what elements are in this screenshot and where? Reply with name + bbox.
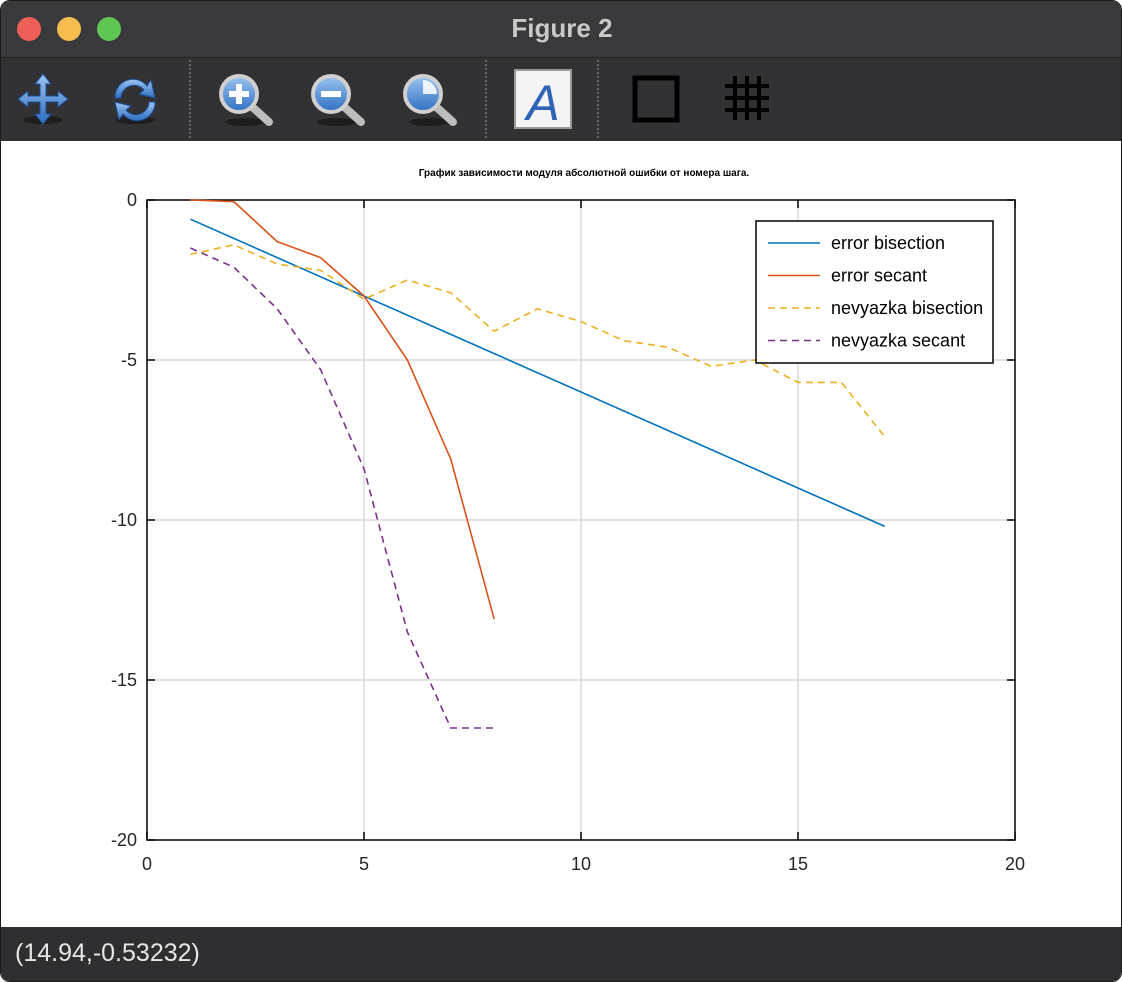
x-tick-label: 5	[359, 854, 369, 874]
x-tick-label: 20	[1005, 854, 1025, 874]
pan-button[interactable]	[11, 68, 75, 132]
cursor-coordinates: (14.94,-0.53232)	[15, 939, 200, 967]
series-line-error-secant	[190, 199, 495, 620]
y-tick-label: -20	[111, 830, 137, 850]
legend-label: nevyazka bisection	[831, 298, 983, 318]
minimize-window-button[interactable]	[57, 17, 81, 41]
toolbar-separator	[189, 60, 191, 138]
window-title: Figure 2	[511, 13, 613, 43]
legend-label: error bisection	[831, 233, 945, 253]
series-line-nevyazka-secant	[190, 247, 495, 729]
toggle-box-button[interactable]	[625, 68, 689, 132]
toggle-grid-button[interactable]	[717, 68, 781, 132]
zoom-out-icon	[311, 74, 365, 126]
series-line-error-bisection	[190, 218, 886, 528]
toolbar: A	[1, 58, 1121, 141]
insert-text-button[interactable]: A	[511, 68, 575, 132]
toolbar-separator	[597, 60, 599, 138]
text-a-icon: A	[514, 69, 572, 131]
svg-text:A: A	[523, 75, 559, 131]
zoom-in-icon	[219, 74, 273, 126]
title-bar: Figure 2	[1, 1, 1121, 58]
x-tick-label: 0	[142, 854, 152, 874]
box-icon	[632, 75, 680, 123]
x-tick-label: 10	[571, 854, 591, 874]
zoom-out-button[interactable]	[305, 68, 369, 132]
plot-area[interactable]: График зависимости модуля абсолютной оши…	[1, 141, 1122, 927]
line-chart[interactable]: График зависимости модуля абсолютной оши…	[1, 141, 1122, 927]
pan-arrows-icon	[17, 73, 69, 125]
rotate-icon	[114, 78, 156, 124]
status-bar: (14.94,-0.53232)	[1, 927, 1121, 981]
y-tick-label: -5	[121, 350, 137, 370]
y-tick-label: -10	[111, 510, 137, 530]
close-window-button[interactable]	[17, 17, 41, 41]
series-line-nevyazka-bisection	[190, 244, 886, 438]
y-tick-label: 0	[127, 190, 137, 210]
toolbar-separator	[485, 60, 487, 138]
x-tick-label: 15	[788, 854, 808, 874]
maximize-window-button[interactable]	[97, 17, 121, 41]
legend-label: nevyazka secant	[831, 331, 965, 351]
zoom-auto-button[interactable]	[397, 68, 461, 132]
grid-icon	[725, 76, 769, 120]
chart-title: График зависимости модуля абсолютной оши…	[419, 167, 750, 179]
y-tick-label: -15	[111, 670, 137, 690]
rotate-button[interactable]	[103, 68, 167, 132]
legend-label: error secant	[831, 266, 927, 286]
legend-box	[755, 220, 994, 364]
zoom-auto-icon	[403, 74, 457, 126]
zoom-in-button[interactable]	[213, 68, 277, 132]
